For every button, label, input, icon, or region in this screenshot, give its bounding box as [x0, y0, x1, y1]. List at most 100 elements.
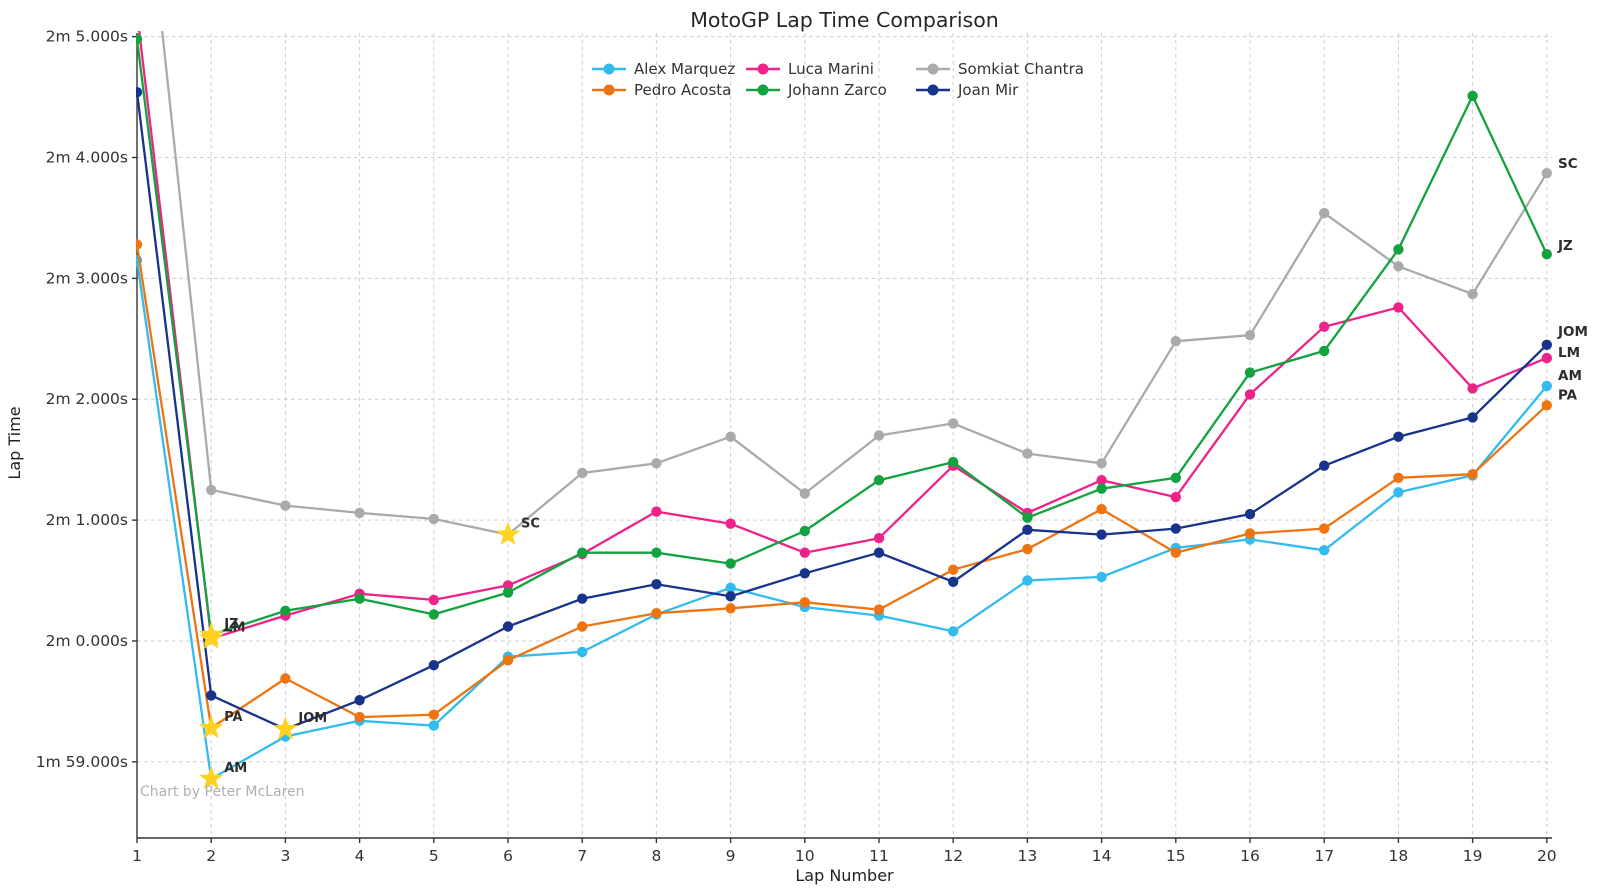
fastest-lap-star-pa	[198, 715, 224, 739]
data-point-marker	[502, 621, 514, 632]
data-point-marker	[725, 558, 736, 569]
series-lines	[132, 7, 1553, 784]
fastest-lap-star-am	[198, 765, 224, 790]
legend-label: Joan Mir	[957, 81, 1019, 99]
fastest-lap-star-sc	[495, 521, 521, 546]
data-point-marker	[873, 533, 885, 544]
data-point-marker	[1393, 431, 1404, 442]
fastest-lap-label: JZ	[223, 617, 238, 632]
fastest-lap-star-jom	[273, 716, 298, 740]
series-end-label-sc: SC	[1558, 156, 1578, 172]
chart-title: MotoGP Lap Time Comparison	[690, 8, 999, 32]
data-point-marker	[206, 484, 217, 496]
legend-item-sc: Somkiat Chantra	[916, 60, 1084, 78]
data-point-marker	[1541, 249, 1553, 260]
x-tick-label: 1	[132, 847, 142, 865]
x-tick-label: 14	[1092, 847, 1112, 865]
x-tick-label: 2	[206, 847, 216, 865]
legend-label: Luca Marini	[788, 60, 874, 78]
data-point-marker	[799, 597, 810, 608]
data-point-marker	[1319, 545, 1330, 556]
data-point-marker	[1319, 523, 1330, 534]
data-point-marker	[428, 513, 439, 525]
legend-marker-dot	[603, 84, 615, 96]
data-point-marker	[1467, 469, 1478, 480]
x-tick-label: 16	[1240, 847, 1260, 865]
data-point-marker	[428, 594, 439, 606]
fastest-lap-label: LM	[224, 621, 245, 636]
series-line	[136, 38, 1548, 637]
data-point-marker	[651, 608, 662, 619]
x-tick-label: 15	[1166, 847, 1186, 865]
x-tick-label: 4	[355, 847, 365, 865]
legend-marker-dot	[757, 63, 769, 75]
series-end-label-jz: JZ	[1557, 238, 1573, 254]
data-point-marker	[1467, 90, 1478, 102]
legend-label: Pedro Acosta	[634, 81, 731, 99]
data-point-marker	[799, 488, 810, 499]
data-point-marker	[1467, 412, 1478, 423]
data-point-marker	[502, 587, 514, 598]
series-somkiat-chantra	[161, 31, 1553, 540]
y-tick-label: 2m 5.000s	[46, 28, 128, 46]
x-tick-label: 9	[726, 847, 736, 865]
y-tick-label: 2m 1.000s	[46, 511, 128, 529]
data-point-marker	[1096, 504, 1107, 515]
x-tick-label: 10	[795, 847, 815, 865]
x-tick-label: 6	[503, 847, 513, 865]
data-point-marker	[651, 579, 662, 590]
data-point-marker	[136, 239, 143, 250]
data-point-marker	[799, 568, 810, 579]
data-point-marker	[132, 7, 142, 17]
fastest-lap-label: PA	[224, 710, 242, 725]
data-point-marker	[948, 564, 959, 575]
x-tick-label: 11	[869, 847, 889, 865]
series-line	[161, 31, 1548, 536]
gridlines	[136, 33, 1552, 838]
data-point-marker	[354, 507, 365, 519]
legend-label: Johann Zarco	[787, 81, 887, 99]
data-point-marker	[1244, 389, 1256, 400]
data-point-marker	[136, 87, 143, 98]
data-point-marker	[1170, 472, 1182, 483]
data-point-marker	[1022, 448, 1033, 459]
data-point-marker	[1170, 523, 1182, 534]
data-point-marker	[280, 605, 291, 616]
data-point-marker	[1467, 288, 1478, 300]
data-point-marker	[1096, 571, 1107, 583]
legend-item-jom: Joan Mir	[916, 81, 1019, 99]
data-point-marker	[651, 547, 662, 558]
data-point-marker	[1541, 380, 1553, 392]
data-point-marker	[873, 604, 885, 615]
data-point-marker	[428, 660, 439, 671]
data-point-marker	[577, 593, 588, 604]
data-point-marker	[873, 430, 885, 441]
data-point-marker	[1467, 383, 1478, 394]
legend-label: Alex Marquez	[634, 60, 735, 78]
data-point-marker	[428, 609, 439, 620]
legend-label: Somkiat Chantra	[958, 60, 1084, 78]
data-point-marker	[136, 33, 143, 45]
data-point-marker	[948, 626, 959, 637]
y-axis-label: Lap Time	[5, 406, 24, 479]
x-tick-label: 7	[577, 847, 587, 865]
data-point-marker	[948, 418, 959, 429]
watermark-credit: Chart by Peter McLaren	[140, 784, 305, 800]
data-point-marker	[354, 593, 365, 604]
y-tick-label: 2m 3.000s	[46, 269, 128, 287]
series-end-label-jom: JOM	[1557, 324, 1588, 340]
legend-marker-dot	[927, 63, 939, 75]
series-line	[138, 31, 1548, 640]
fastest-lap-label: JOM	[297, 711, 327, 726]
data-point-marker	[1541, 168, 1553, 179]
data-point-marker	[577, 547, 588, 558]
x-tick-label: 5	[429, 847, 439, 865]
data-point-marker	[948, 456, 959, 468]
data-point-marker	[651, 506, 662, 517]
series-line	[136, 92, 1548, 731]
y-tick-label: 2m 2.000s	[46, 390, 128, 408]
x-tick-label: 17	[1314, 847, 1334, 865]
data-point-marker	[1319, 345, 1330, 357]
data-point-marker	[1096, 529, 1107, 540]
